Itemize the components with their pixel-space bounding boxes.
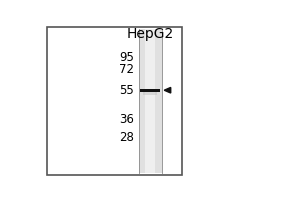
Bar: [143, 92, 157, 95]
Text: 36: 36: [119, 113, 134, 126]
Text: 72: 72: [119, 63, 134, 76]
Text: HepG2: HepG2: [127, 27, 174, 41]
Text: 95: 95: [119, 51, 134, 64]
Bar: [139, 29, 162, 173]
Bar: [145, 29, 155, 173]
Polygon shape: [164, 87, 171, 93]
Text: 55: 55: [119, 84, 134, 97]
Bar: [47, 27, 182, 175]
Text: 28: 28: [119, 131, 134, 144]
Bar: [140, 89, 160, 92]
